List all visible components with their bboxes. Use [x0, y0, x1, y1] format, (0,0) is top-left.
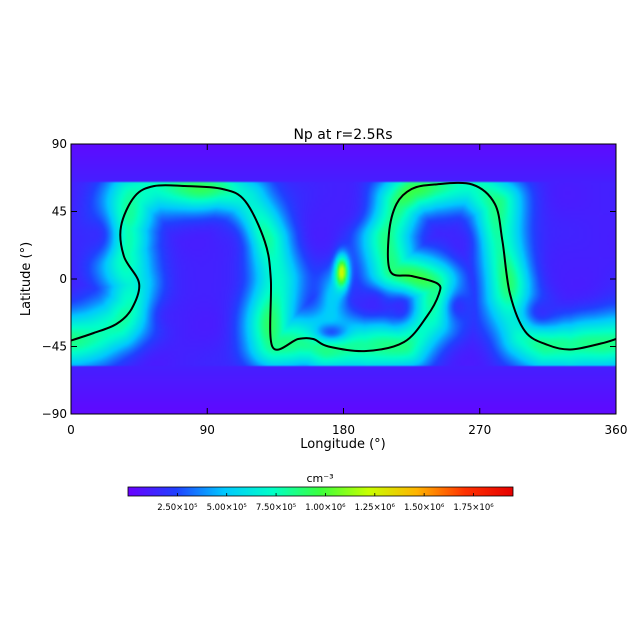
colorbar-tick-label: 7.50×10⁵ — [256, 503, 296, 513]
colorbar-tick-label: 2.50×10⁵ — [157, 503, 197, 513]
chart-title: Np at r=2.5Rs — [293, 127, 392, 143]
colorbar-gradient — [127, 486, 514, 497]
y-tick-label: 0 — [59, 272, 67, 286]
y-axis: 90 45 0 −45 −90 — [42, 137, 616, 421]
colorbar-ticks: 2.50×10⁵ 5.00×10⁵ 7.50×10⁵ 1.00×10⁶ 1.25×10⁶… — [157, 493, 494, 513]
x-tick-label: 360 — [605, 423, 628, 437]
y-tick-label: −90 — [42, 407, 67, 421]
density-heatmap — [71, 144, 616, 414]
x-tick-label: 90 — [200, 423, 215, 437]
x-axis: 0 90 180 270 360 — [67, 144, 627, 437]
heatmap-plot-area — [70, 143, 617, 415]
colorbar-tick-label: 1.25×10⁶ — [355, 503, 396, 513]
y-axis-label: Latitude (°) — [19, 242, 34, 316]
x-tick-label: 0 — [67, 423, 75, 437]
y-tick-label: 45 — [52, 205, 67, 219]
x-tick-label: 270 — [468, 423, 491, 437]
colorbar-tick-label: 1.50×10⁶ — [404, 503, 445, 513]
colorbar-tick-label: 5.00×10⁵ — [207, 503, 247, 513]
x-tick-label: 180 — [332, 423, 355, 437]
x-axis-label: Longitude (°) — [300, 437, 385, 452]
colorbar-tick-label: 1.00×10⁶ — [305, 503, 346, 513]
y-tick-label: 90 — [52, 137, 67, 151]
y-tick-label: −45 — [42, 340, 67, 354]
colorbar-tick-label: 1.75×10⁶ — [453, 503, 494, 513]
colorbar-unit: cm⁻³ — [307, 472, 334, 485]
neutral-line-curve — [71, 181, 616, 353]
colorbar: cm⁻³ 2.50×10⁵ 5.00×10⁵ 7.50×10⁵ 1.00×10⁶ 1.2… — [127, 472, 514, 513]
